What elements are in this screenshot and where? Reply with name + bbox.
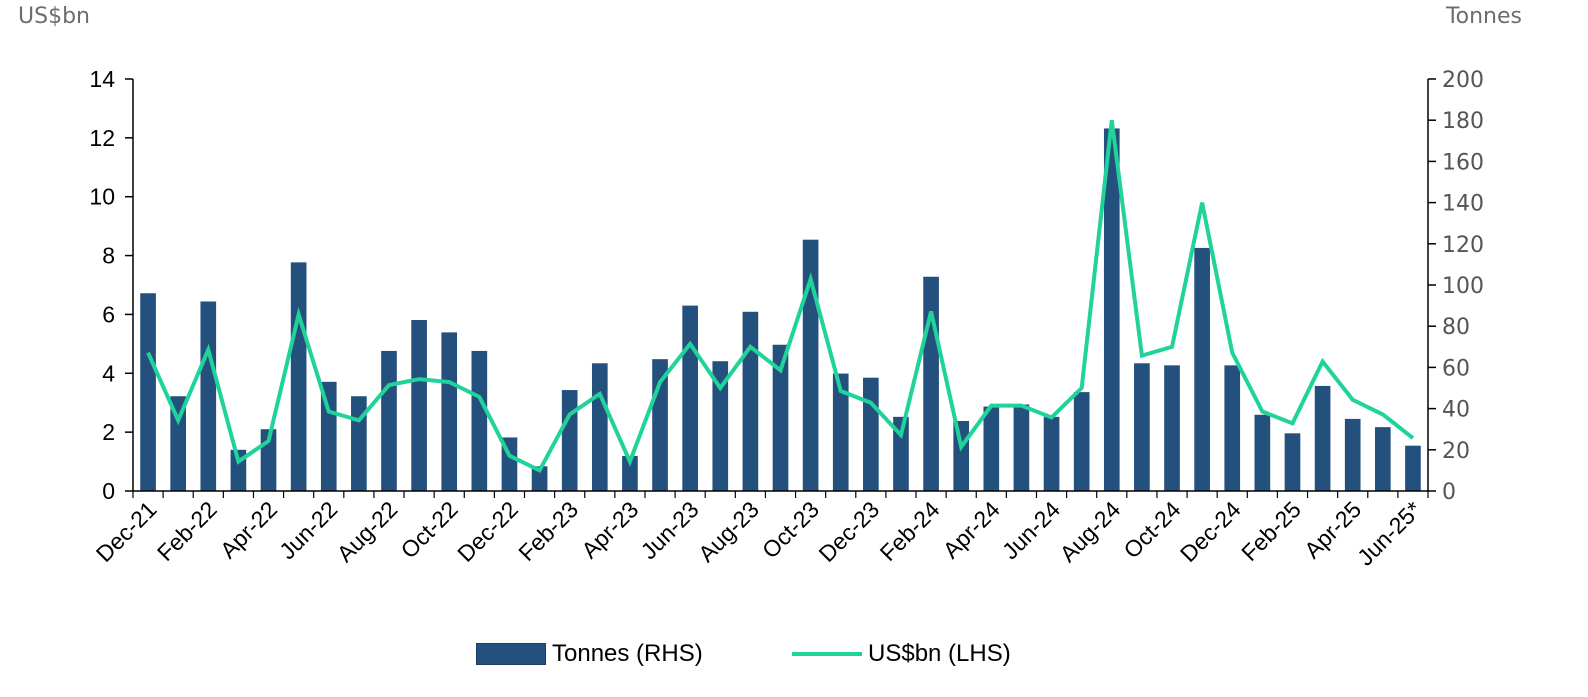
x-tick-label: Oct-23 bbox=[757, 496, 824, 563]
left-tick-label: 12 bbox=[89, 125, 115, 151]
x-tick-label: Jun-22 bbox=[274, 496, 342, 564]
right-tick-label: 100 bbox=[1442, 274, 1484, 299]
bar bbox=[140, 293, 156, 491]
bar bbox=[591, 363, 608, 491]
x-tick-label: Aug-24 bbox=[1054, 496, 1125, 567]
axes bbox=[125, 78, 1436, 498]
bar bbox=[471, 350, 488, 491]
bar bbox=[320, 381, 337, 491]
right-tick-label: 80 bbox=[1442, 315, 1470, 340]
bar bbox=[712, 361, 729, 491]
bar bbox=[772, 344, 789, 491]
bar bbox=[1043, 416, 1060, 491]
legend: Tonnes (RHS) US$bn (LHS) bbox=[0, 640, 1588, 680]
bar bbox=[622, 455, 638, 491]
bar bbox=[1134, 363, 1150, 491]
bar bbox=[200, 301, 217, 491]
x-tick-label: Jun-25* bbox=[1352, 496, 1426, 570]
legend-item-usbn: US$bn (LHS) bbox=[792, 640, 1011, 668]
bar bbox=[531, 466, 548, 491]
bar bbox=[1013, 404, 1030, 491]
bar bbox=[381, 350, 397, 491]
bar bbox=[1374, 427, 1391, 491]
x-tick-label: Apr-22 bbox=[215, 496, 282, 563]
bar bbox=[953, 420, 970, 491]
line-series bbox=[146, 119, 1415, 474]
bar bbox=[1344, 418, 1361, 491]
bar bbox=[1073, 392, 1090, 491]
left-tick-label: 14 bbox=[89, 66, 115, 92]
x-tick-label: Oct-22 bbox=[396, 496, 463, 563]
x-tick-label: Dec-23 bbox=[814, 496, 885, 567]
x-tick-label: Jun-24 bbox=[997, 496, 1065, 564]
left-tick-label: 2 bbox=[102, 419, 115, 445]
legend-item-tonnes: Tonnes (RHS) bbox=[476, 640, 703, 668]
x-tick-label: Dec-21 bbox=[91, 496, 162, 567]
left-axis-unit: US$bn bbox=[18, 4, 90, 29]
bar bbox=[1224, 365, 1241, 491]
x-tick-label: Oct-24 bbox=[1118, 496, 1185, 563]
x-tick-label: Apr-23 bbox=[576, 496, 643, 563]
bar bbox=[682, 305, 698, 491]
legend-bar-swatch bbox=[476, 643, 546, 665]
right-tick-label: 20 bbox=[1442, 439, 1470, 464]
bar bbox=[441, 332, 458, 491]
right-tick-label: 60 bbox=[1442, 356, 1470, 381]
bar bbox=[1254, 414, 1271, 491]
right-tick-label: 0 bbox=[1442, 480, 1456, 505]
bar bbox=[863, 377, 879, 491]
left-tick-label: 0 bbox=[102, 478, 115, 504]
legend-label-tonnes: Tonnes (RHS) bbox=[552, 640, 703, 667]
left-tick-label: 4 bbox=[102, 360, 115, 386]
bar bbox=[290, 262, 307, 491]
bar bbox=[561, 390, 578, 491]
right-axis-unit: Tonnes bbox=[1445, 4, 1522, 29]
x-tick-label: Dec-22 bbox=[452, 496, 523, 567]
x-tick-label: Feb-25 bbox=[1236, 496, 1306, 566]
bar bbox=[351, 396, 367, 491]
right-tick-label: 140 bbox=[1442, 192, 1484, 217]
right-tick-label: 40 bbox=[1442, 398, 1470, 423]
x-tick-label: Jun-23 bbox=[636, 496, 704, 564]
bar-series bbox=[140, 128, 1421, 491]
legend-line-swatch bbox=[792, 652, 862, 656]
bar bbox=[1405, 445, 1421, 491]
left-tick-label: 6 bbox=[102, 301, 115, 327]
bar bbox=[1284, 433, 1301, 491]
right-tick-label: 120 bbox=[1442, 233, 1484, 258]
left-tick-label: 10 bbox=[89, 184, 115, 210]
bar bbox=[923, 276, 939, 491]
bar bbox=[1164, 365, 1180, 491]
legend-label-usbn: US$bn (LHS) bbox=[868, 640, 1011, 667]
bar bbox=[1103, 128, 1120, 491]
bar bbox=[411, 320, 427, 491]
x-tick-label: Apr-24 bbox=[938, 496, 1005, 563]
bar bbox=[832, 373, 849, 491]
x-tick-label: Feb-22 bbox=[152, 496, 222, 566]
x-tick-label: Aug-22 bbox=[332, 496, 403, 567]
bar bbox=[1194, 247, 1210, 491]
x-tick-label: Dec-24 bbox=[1175, 496, 1246, 567]
right-tick-label: 180 bbox=[1442, 109, 1484, 134]
right-tick-label: 160 bbox=[1442, 150, 1484, 175]
bar bbox=[170, 396, 187, 491]
x-tick-label: Feb-24 bbox=[875, 496, 945, 566]
left-tick-label: 8 bbox=[102, 243, 115, 269]
bar bbox=[1314, 385, 1331, 491]
x-tick-label: Aug-23 bbox=[693, 496, 764, 567]
bar bbox=[983, 406, 1000, 491]
bar bbox=[802, 239, 819, 491]
right-tick-label: 200 bbox=[1442, 68, 1484, 93]
bar bbox=[893, 416, 909, 491]
bar bbox=[742, 311, 759, 491]
x-tick-label: Feb-23 bbox=[513, 496, 583, 566]
